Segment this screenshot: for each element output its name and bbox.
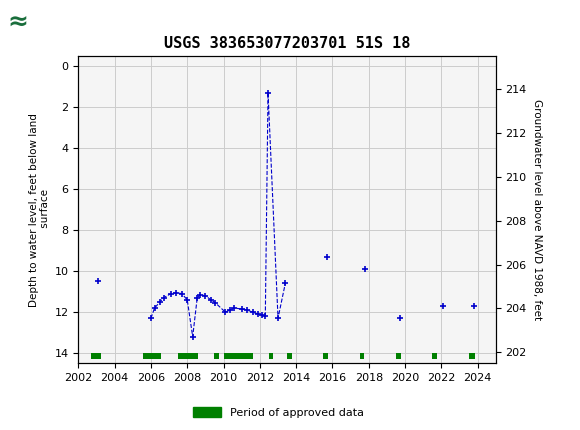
Bar <box>91 353 101 359</box>
Bar <box>432 353 437 359</box>
Legend: Period of approved data: Period of approved data <box>188 403 368 422</box>
Bar <box>215 353 219 359</box>
Bar <box>324 353 328 359</box>
Y-axis label: Depth to water level, feet below land
 surface: Depth to water level, feet below land su… <box>28 113 50 307</box>
Bar <box>269 353 274 359</box>
Text: USGS: USGS <box>35 13 95 32</box>
FancyBboxPatch shape <box>6 4 55 41</box>
Bar <box>396 353 401 359</box>
Bar <box>287 353 292 359</box>
Bar <box>469 353 475 359</box>
Bar <box>178 353 198 359</box>
Text: ≈: ≈ <box>8 11 28 34</box>
Bar <box>223 353 253 359</box>
Title: USGS 383653077203701 51S 18: USGS 383653077203701 51S 18 <box>164 36 410 51</box>
Bar <box>143 353 161 359</box>
Bar <box>360 353 364 359</box>
Y-axis label: Groundwater level above NAVD 1988, feet: Groundwater level above NAVD 1988, feet <box>532 99 542 320</box>
